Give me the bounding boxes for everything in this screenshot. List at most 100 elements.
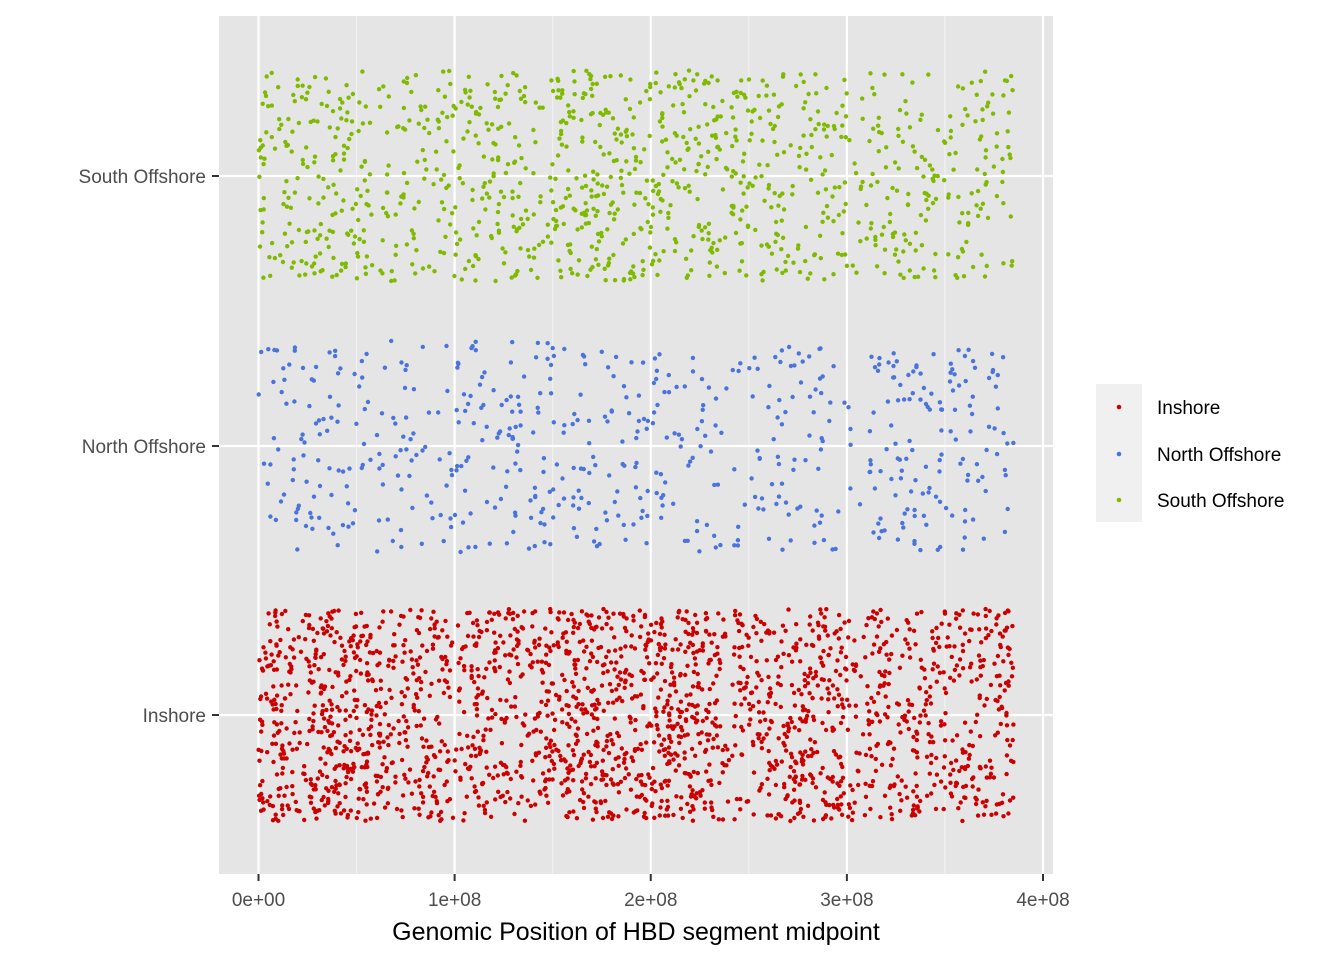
data-point (798, 145, 803, 151)
data-point (559, 142, 565, 147)
data-point (552, 766, 557, 771)
data-point (659, 515, 664, 520)
data-point (595, 659, 600, 665)
data-point (419, 791, 424, 796)
data-point (352, 764, 357, 770)
data-point (657, 645, 663, 651)
data-point (469, 776, 474, 781)
data-point (570, 748, 576, 753)
data-point (570, 271, 575, 276)
data-point (531, 430, 536, 435)
data-point (538, 520, 543, 526)
data-point (970, 264, 976, 270)
data-point (773, 657, 779, 663)
data-point (646, 772, 651, 777)
data-point (780, 235, 786, 240)
data-point (655, 191, 661, 197)
data-point (369, 712, 374, 717)
data-point (304, 145, 309, 150)
data-point (638, 742, 643, 747)
data-point (489, 715, 495, 720)
data-point (910, 144, 916, 149)
data-point (989, 351, 995, 357)
data-point (957, 673, 962, 678)
data-point (369, 212, 374, 217)
data-point (963, 750, 968, 755)
data-point (701, 403, 706, 408)
data-point (1002, 688, 1007, 693)
data-point (484, 666, 489, 671)
data-point (937, 499, 943, 504)
data-point (404, 677, 410, 682)
data-point (599, 234, 604, 239)
data-point (978, 766, 983, 771)
data-point (307, 664, 312, 669)
data-point (638, 160, 643, 165)
data-point (902, 713, 908, 718)
data-point (452, 758, 457, 763)
data-point (335, 804, 340, 809)
data-point (637, 608, 642, 613)
data-point (666, 778, 672, 783)
data-point (903, 637, 908, 642)
data-point (316, 174, 321, 179)
data-point (1001, 201, 1006, 206)
data-point (740, 728, 746, 733)
data-point (672, 131, 678, 136)
data-point (616, 790, 622, 795)
grid-major (219, 16, 1053, 874)
data-point (507, 426, 512, 431)
data-point (405, 686, 410, 691)
data-point (824, 134, 829, 139)
data-point (515, 661, 521, 667)
data-point (598, 644, 604, 650)
data-point (805, 681, 811, 686)
data-point (970, 517, 976, 522)
data-point (391, 726, 396, 731)
data-point (845, 727, 851, 732)
data-point (330, 684, 335, 690)
data-point (867, 138, 872, 144)
data-point (1006, 110, 1012, 115)
data-point (989, 765, 994, 770)
data-point (601, 670, 606, 676)
data-point (595, 697, 600, 703)
data-point (713, 545, 718, 550)
data-point (684, 140, 689, 146)
data-point (573, 719, 578, 724)
data-point (438, 512, 443, 518)
data-point (385, 214, 391, 219)
data-point (488, 814, 494, 819)
data-point (941, 765, 947, 770)
data-point (652, 356, 658, 361)
data-point (510, 213, 515, 218)
data-point (694, 168, 699, 174)
data-point (581, 638, 586, 643)
data-point (711, 814, 716, 819)
data-point (650, 212, 656, 217)
data-point (439, 739, 444, 744)
data-point (890, 231, 896, 237)
data-point (654, 714, 659, 719)
data-point (563, 195, 568, 201)
data-point (483, 727, 488, 732)
data-point (827, 418, 832, 424)
data-point (357, 100, 362, 105)
data-point (416, 615, 421, 620)
data-point (310, 727, 315, 732)
data-point (930, 176, 935, 181)
data-point (821, 127, 827, 132)
data-point (335, 371, 341, 376)
data-point (807, 433, 812, 438)
data-point (843, 135, 848, 140)
data-point (865, 684, 870, 689)
data-point (493, 711, 498, 717)
data-point (912, 541, 917, 546)
data-point (719, 430, 724, 435)
data-point (665, 702, 670, 707)
data-point (792, 363, 797, 368)
data-point (453, 205, 458, 210)
data-point (484, 424, 489, 429)
data-point (768, 813, 774, 818)
data-point (564, 721, 570, 726)
